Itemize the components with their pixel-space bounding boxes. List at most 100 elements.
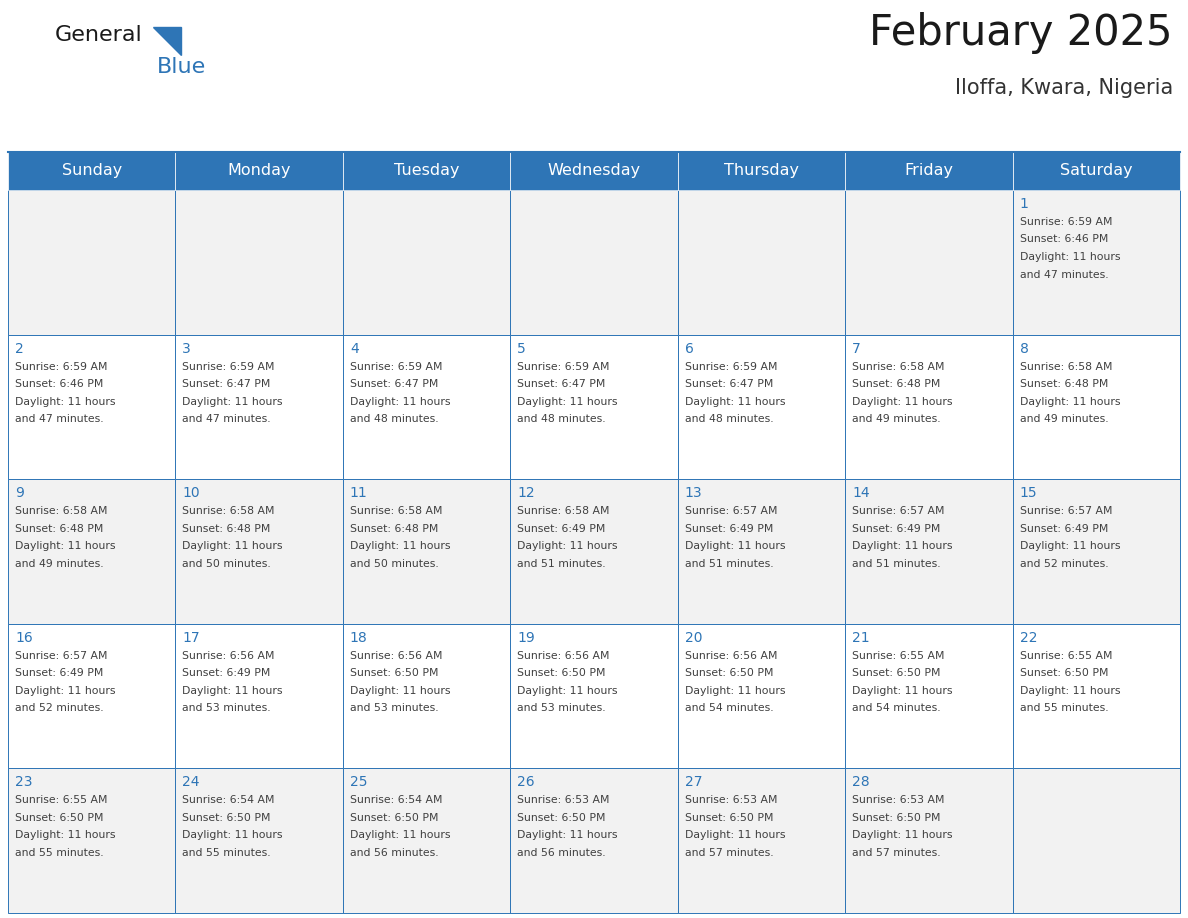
Text: 15: 15 [1019,487,1037,500]
Text: and 52 minutes.: and 52 minutes. [1019,559,1108,568]
Text: Daylight: 11 hours: Daylight: 11 hours [183,397,283,407]
Text: 3: 3 [183,341,191,355]
Text: Sunset: 6:47 PM: Sunset: 6:47 PM [349,379,438,389]
Bar [8,152,176,190]
Text: and 50 minutes.: and 50 minutes. [349,559,438,568]
Text: Sunset: 6:50 PM: Sunset: 6:50 PM [1019,668,1108,678]
Text: Sunset: 6:50 PM: Sunset: 6:50 PM [349,813,438,823]
Text: 20: 20 [684,631,702,644]
Text: 22: 22 [1019,631,1037,644]
Text: and 50 minutes.: and 50 minutes. [183,559,271,568]
Text: and 55 minutes.: and 55 minutes. [1019,703,1108,713]
Text: Daylight: 11 hours: Daylight: 11 hours [517,686,618,696]
Text: Daylight: 11 hours: Daylight: 11 hours [852,397,953,407]
Text: Daylight: 11 hours: Daylight: 11 hours [15,397,115,407]
Text: Sunset: 6:49 PM: Sunset: 6:49 PM [684,523,773,533]
Text: Sunset: 6:49 PM: Sunset: 6:49 PM [15,668,103,678]
Bar [176,334,343,479]
Text: 12: 12 [517,487,535,500]
Text: and 56 minutes.: and 56 minutes. [349,848,438,858]
Text: and 47 minutes.: and 47 minutes. [1019,270,1108,279]
Bar [511,479,677,624]
Bar [677,152,845,190]
Text: Monday: Monday [227,163,291,178]
Text: 17: 17 [183,631,200,644]
Text: and 49 minutes.: and 49 minutes. [852,414,941,424]
Text: 7: 7 [852,341,861,355]
Text: and 55 minutes.: and 55 minutes. [183,848,271,858]
Text: Daylight: 11 hours: Daylight: 11 hours [1019,397,1120,407]
Text: Sunday: Sunday [62,163,122,178]
Text: Sunrise: 6:58 AM: Sunrise: 6:58 AM [183,506,274,516]
Text: and 51 minutes.: and 51 minutes. [852,559,941,568]
Bar [343,768,511,913]
Bar [845,624,1012,768]
Text: Sunset: 6:46 PM: Sunset: 6:46 PM [1019,234,1108,244]
Text: 11: 11 [349,487,367,500]
Text: and 52 minutes.: and 52 minutes. [15,703,103,713]
Text: and 53 minutes.: and 53 minutes. [349,703,438,713]
Text: Daylight: 11 hours: Daylight: 11 hours [349,831,450,840]
Bar [343,334,511,479]
Text: 28: 28 [852,776,870,789]
Bar [677,479,845,624]
Text: Sunset: 6:49 PM: Sunset: 6:49 PM [1019,523,1108,533]
Text: Daylight: 11 hours: Daylight: 11 hours [852,686,953,696]
Text: Sunset: 6:50 PM: Sunset: 6:50 PM [852,668,941,678]
Text: Blue: Blue [157,57,207,77]
Text: Sunset: 6:46 PM: Sunset: 6:46 PM [15,379,103,389]
Text: 25: 25 [349,776,367,789]
Text: Sunrise: 6:59 AM: Sunrise: 6:59 AM [684,362,777,372]
Text: Tuesday: Tuesday [393,163,460,178]
Text: Sunrise: 6:55 AM: Sunrise: 6:55 AM [15,795,107,805]
Text: Sunrise: 6:56 AM: Sunrise: 6:56 AM [517,651,609,661]
Text: 2: 2 [15,341,24,355]
Text: and 49 minutes.: and 49 minutes. [15,559,103,568]
Text: and 49 minutes.: and 49 minutes. [1019,414,1108,424]
Bar [511,768,677,913]
Bar [1012,624,1180,768]
Text: Sunset: 6:50 PM: Sunset: 6:50 PM [183,813,271,823]
Text: 6: 6 [684,341,694,355]
Bar [343,190,511,334]
Text: and 47 minutes.: and 47 minutes. [15,414,103,424]
Text: Sunrise: 6:59 AM: Sunrise: 6:59 AM [517,362,609,372]
Text: Sunrise: 6:57 AM: Sunrise: 6:57 AM [1019,506,1112,516]
Bar [677,334,845,479]
Bar [176,190,343,334]
Text: 1: 1 [1019,197,1029,211]
Text: Daylight: 11 hours: Daylight: 11 hours [852,542,953,551]
Text: Daylight: 11 hours: Daylight: 11 hours [684,686,785,696]
Text: 10: 10 [183,487,200,500]
Text: and 57 minutes.: and 57 minutes. [852,848,941,858]
Text: 14: 14 [852,487,870,500]
Bar [845,152,1012,190]
Text: Sunset: 6:48 PM: Sunset: 6:48 PM [183,523,271,533]
Text: Sunset: 6:50 PM: Sunset: 6:50 PM [15,813,103,823]
Text: 21: 21 [852,631,870,644]
Text: Daylight: 11 hours: Daylight: 11 hours [15,686,115,696]
Bar [677,190,845,334]
Text: February 2025: February 2025 [870,12,1173,54]
Text: and 56 minutes.: and 56 minutes. [517,848,606,858]
Text: Wednesday: Wednesday [548,163,640,178]
Text: Sunset: 6:48 PM: Sunset: 6:48 PM [349,523,438,533]
Text: Sunrise: 6:58 AM: Sunrise: 6:58 AM [349,506,442,516]
Text: Daylight: 11 hours: Daylight: 11 hours [15,831,115,840]
Text: 4: 4 [349,341,359,355]
Text: 5: 5 [517,341,526,355]
Text: Daylight: 11 hours: Daylight: 11 hours [1019,542,1120,551]
Bar [1012,768,1180,913]
Text: Sunset: 6:49 PM: Sunset: 6:49 PM [852,523,941,533]
Text: Sunset: 6:50 PM: Sunset: 6:50 PM [517,813,606,823]
Text: Sunrise: 6:58 AM: Sunrise: 6:58 AM [517,506,609,516]
Text: Friday: Friday [904,163,953,178]
Text: 8: 8 [1019,341,1029,355]
Bar [8,768,176,913]
Bar [176,152,343,190]
Text: and 53 minutes.: and 53 minutes. [517,703,606,713]
Text: Sunrise: 6:53 AM: Sunrise: 6:53 AM [852,795,944,805]
Text: Sunrise: 6:56 AM: Sunrise: 6:56 AM [349,651,442,661]
Text: Sunrise: 6:54 AM: Sunrise: 6:54 AM [183,795,274,805]
Text: Sunrise: 6:56 AM: Sunrise: 6:56 AM [183,651,274,661]
